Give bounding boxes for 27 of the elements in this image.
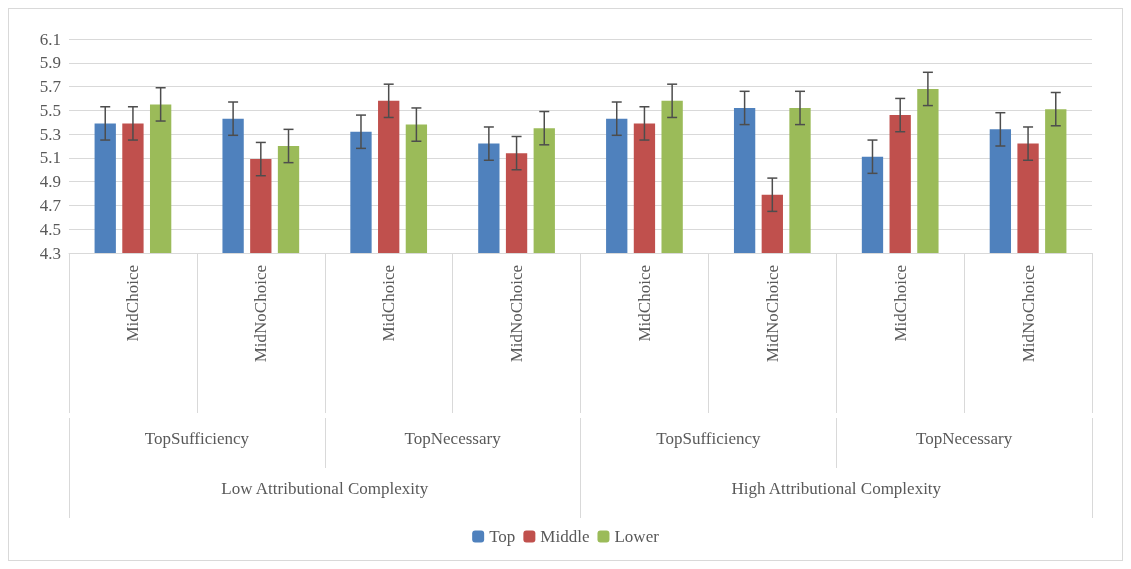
- y-tick-label: 5.3: [39, 124, 61, 144]
- x-tick-label: MidNoChoice: [507, 265, 527, 363]
- y-tick-label: 5.9: [39, 53, 61, 73]
- x-tick-label: MidNoChoice: [251, 265, 271, 363]
- y-tick-label: 5.1: [39, 148, 61, 168]
- text: Low Attributional Complexity: [221, 479, 429, 498]
- text: TopSufficiency: [656, 429, 761, 448]
- y-tick-label: 4.7: [39, 195, 62, 215]
- text: TopNecessary: [404, 429, 502, 448]
- legend-label: Middle: [540, 527, 590, 546]
- text: TopSufficiency: [144, 429, 250, 448]
- text: High Attributional Complexity: [731, 479, 942, 498]
- y-tick-label: 4.3: [39, 243, 61, 263]
- x-tick-label: MidChoice: [634, 265, 654, 342]
- x-tick-label: MidChoice: [379, 265, 399, 342]
- x-tick-label: MidNoChoice: [762, 265, 782, 363]
- y-tick-label: 5.7: [39, 77, 62, 97]
- legend-label: Lower: [614, 527, 660, 546]
- legend-label: Top: [489, 527, 516, 546]
- text: TopNecessary: [916, 429, 1013, 448]
- y-tick-label: 6.1: [39, 29, 61, 49]
- y-tick-label: 4.9: [39, 172, 61, 192]
- x-tick-label: MidNoChoice: [1018, 265, 1038, 363]
- y-tick-label: 5.5: [39, 100, 61, 120]
- y-tick-label: 4.5: [39, 219, 61, 239]
- x-tick-label: MidChoice: [123, 265, 143, 342]
- x-tick-label: MidChoice: [890, 265, 910, 342]
